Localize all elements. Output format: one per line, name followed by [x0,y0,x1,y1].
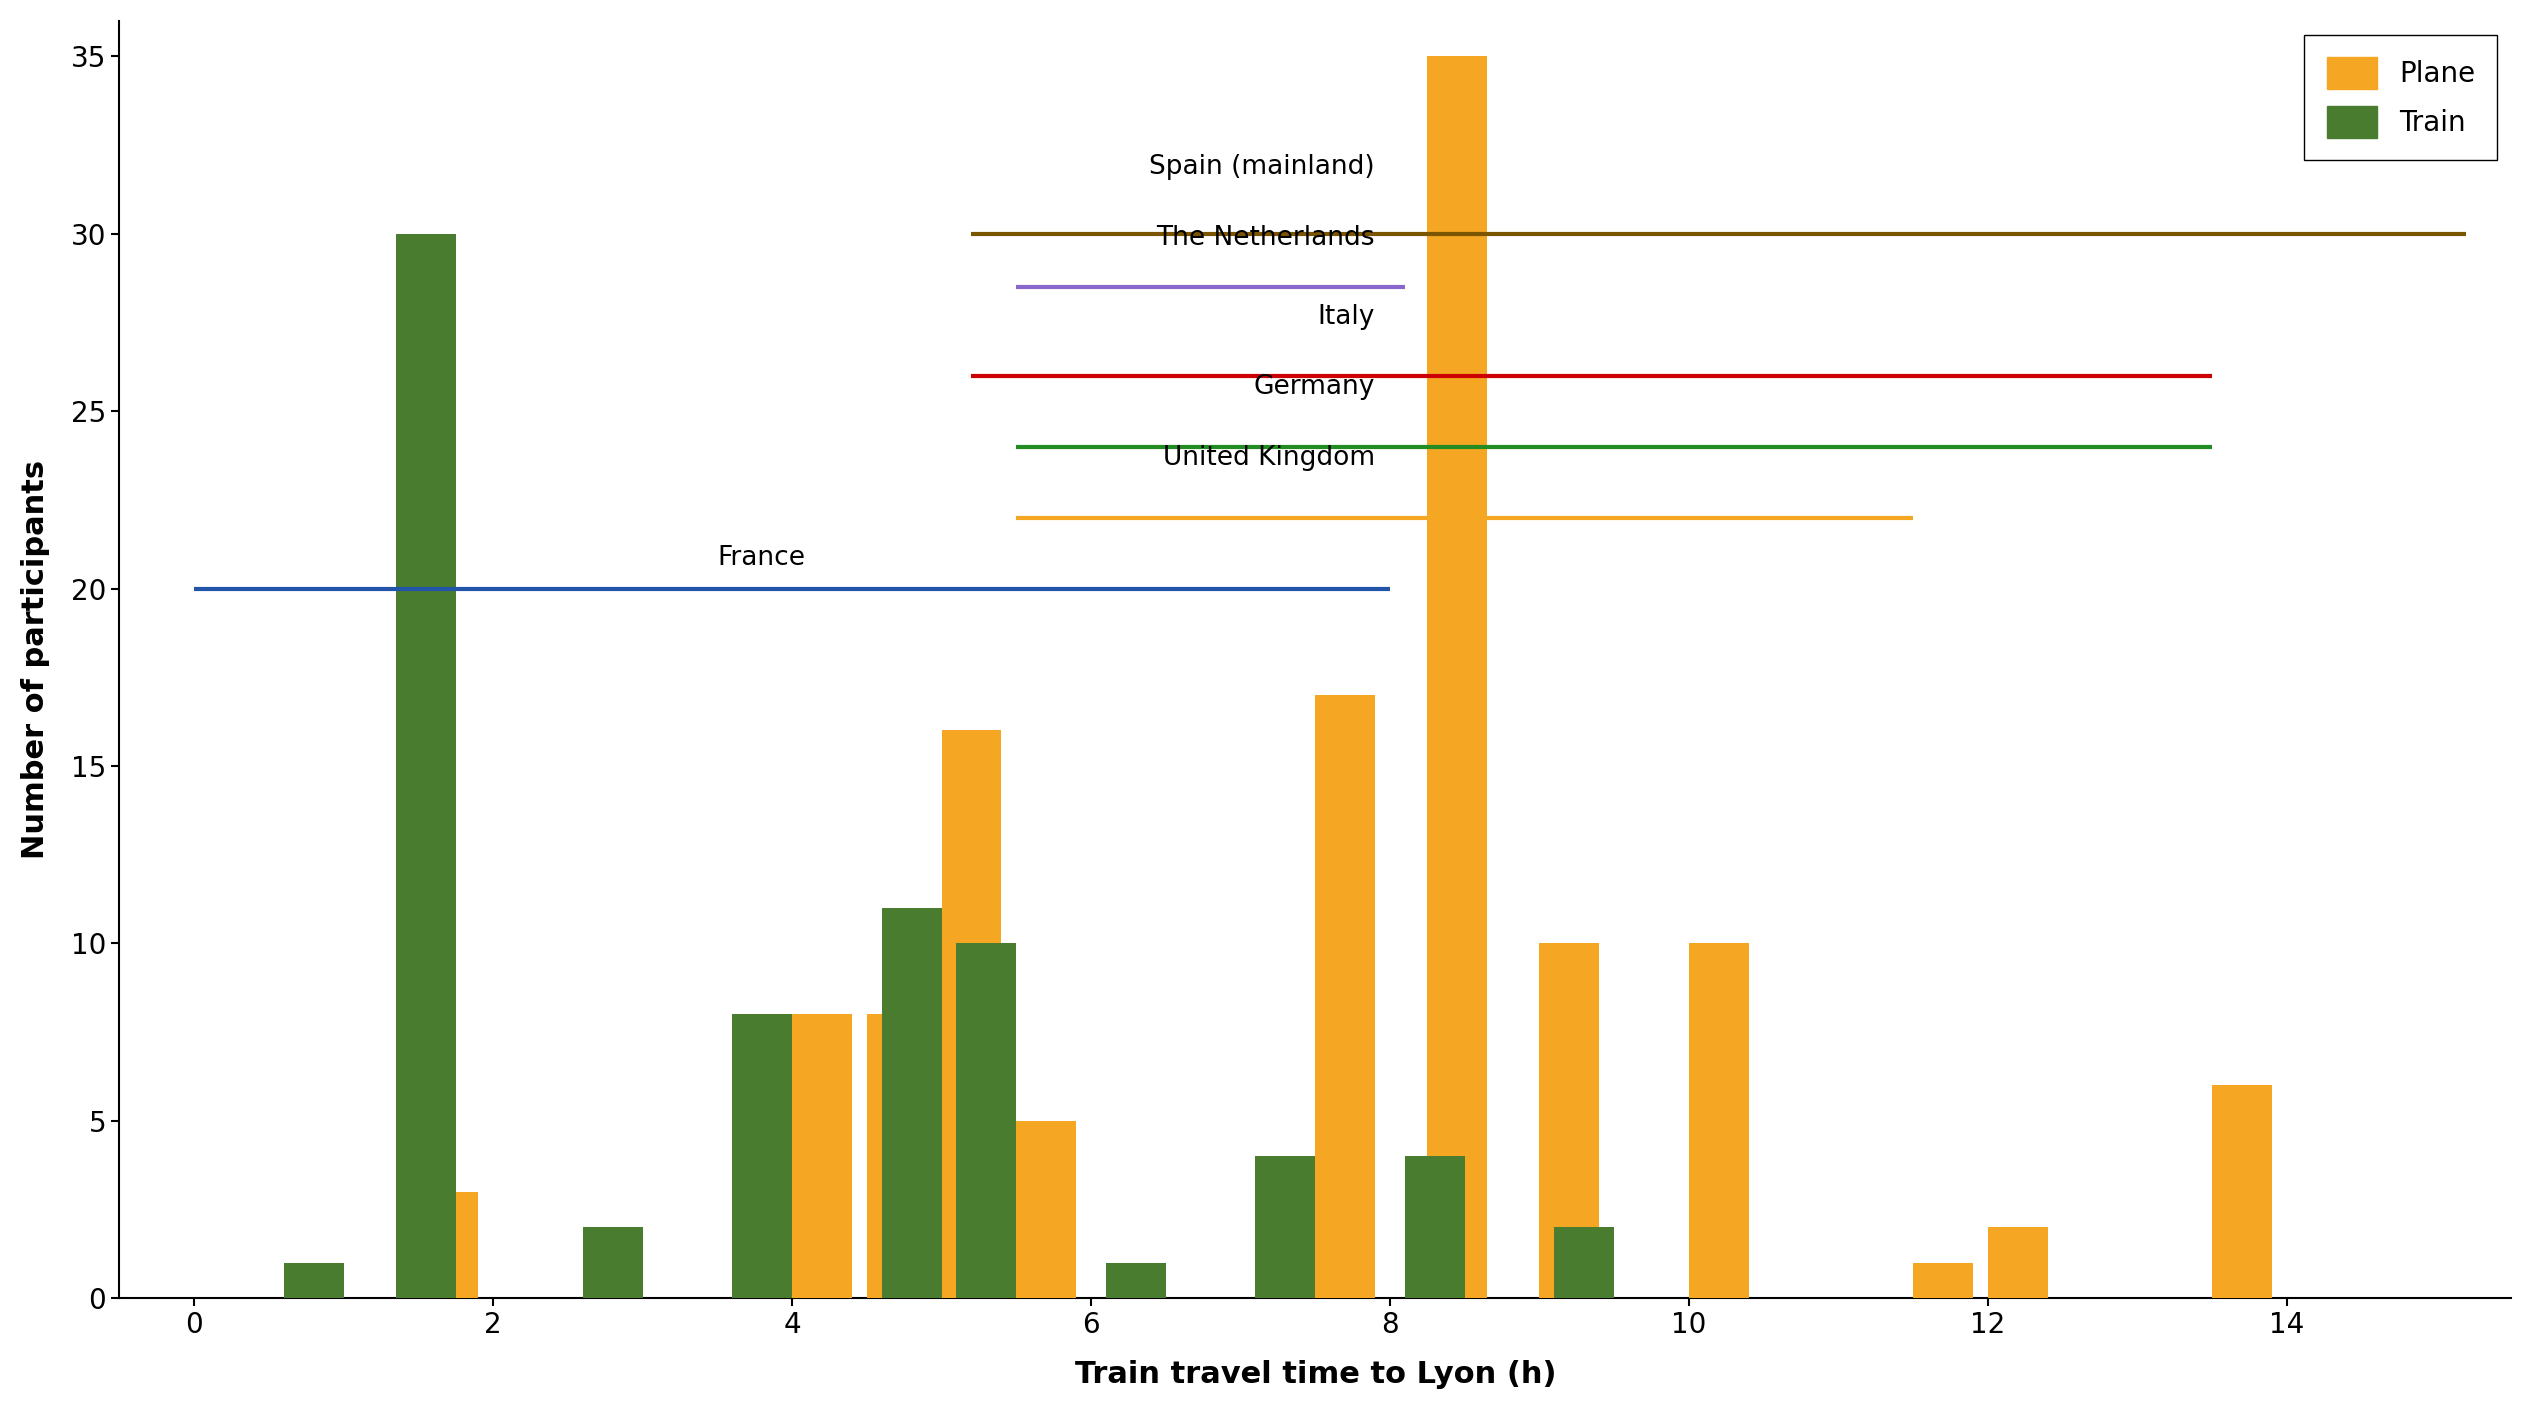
Text: France: France [717,544,805,571]
Bar [1689,943,1750,1299]
Bar [1106,1263,1165,1299]
Text: The Netherlands: The Netherlands [1157,226,1375,251]
Text: United Kingdom: United Kingdom [1162,446,1375,471]
Bar [866,1014,927,1299]
Bar [395,234,456,1299]
Bar [1256,1156,1314,1299]
Bar [1405,1156,1463,1299]
Bar [418,1191,479,1299]
Bar [957,943,1015,1299]
Y-axis label: Number of participants: Number of participants [20,460,51,859]
Legend: Plane, Train: Plane, Train [2304,35,2497,159]
Bar [1314,695,1375,1299]
Bar [582,1227,643,1299]
Text: Italy: Italy [1317,303,1375,330]
Text: Spain (mainland): Spain (mainland) [1150,155,1375,180]
Bar [1555,1227,1615,1299]
Bar [1988,1227,2048,1299]
Bar [1914,1263,1972,1299]
Bar [881,908,942,1299]
Bar [793,1014,851,1299]
Bar [1015,1121,1076,1299]
Bar [1539,943,1600,1299]
Text: Germany: Germany [1253,375,1375,400]
X-axis label: Train travel time to Lyon (h): Train travel time to Lyon (h) [1074,1361,1557,1389]
Bar [284,1263,344,1299]
Bar [942,730,1000,1299]
Bar [1428,56,1486,1299]
Bar [732,1014,793,1299]
Bar [2213,1086,2271,1299]
